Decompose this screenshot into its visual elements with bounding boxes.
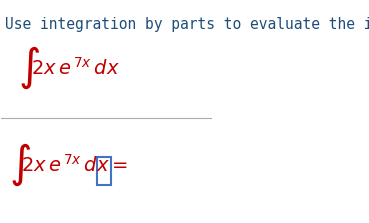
FancyBboxPatch shape xyxy=(97,157,111,185)
Text: Use integration by parts to evaluate the integral.: Use integration by parts to evaluate the… xyxy=(4,17,369,32)
Text: $2x\, e^{\,7x}\, dx =$: $2x\, e^{\,7x}\, dx =$ xyxy=(21,153,128,175)
Text: $\int$: $\int$ xyxy=(9,141,31,188)
Text: $2x\, e^{\,7x}\, dx$: $2x\, e^{\,7x}\, dx$ xyxy=(31,56,120,78)
Text: $\int$: $\int$ xyxy=(18,44,40,91)
